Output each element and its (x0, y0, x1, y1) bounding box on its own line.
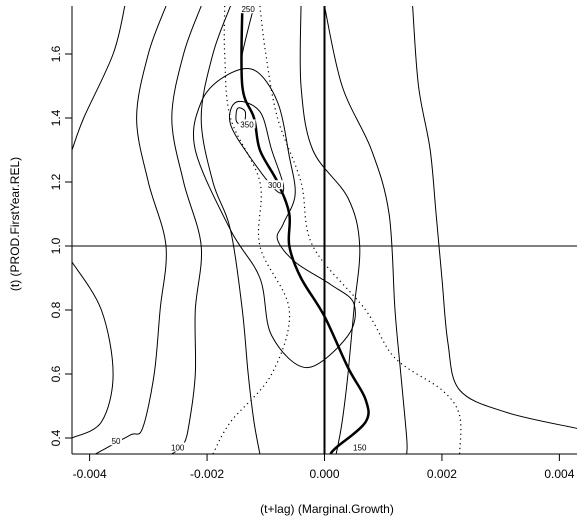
reference-lines (72, 6, 577, 454)
axes: -0.004 -0.002 0.000 0.002 0.004 0.4 0.6 0.8 1.0 1… (49, 6, 577, 481)
contour-label-11: 300 (268, 181, 282, 190)
x-tick-label-3: 0.002 (427, 467, 457, 481)
contour-label-9: 250 (241, 5, 255, 14)
contour-line-8 (412, 6, 577, 429)
y-tick-label-1: 0.6 (49, 365, 63, 382)
main-series-line (240, 6, 370, 454)
contour-label-bg-6 (351, 442, 369, 452)
y-tick-label-4: 1.2 (49, 173, 63, 190)
contour-label-4: 100 (171, 444, 185, 453)
series-lines (212, 6, 462, 454)
x-tick-label-1: -0.002 (190, 467, 224, 481)
y-tick-label-0: 0.4 (49, 429, 63, 446)
contour-label-bg-11 (266, 180, 284, 190)
contour-labels: 50 100 150 250 300 350 (110, 4, 369, 453)
contour-line-2 (72, 261, 114, 439)
y-tick-label-3: 1.0 (49, 237, 63, 254)
y-tick-label-5: 1.4 (49, 109, 63, 126)
contour-line-7 (324, 6, 408, 454)
x-tick-label-2: 0.000 (309, 467, 339, 481)
contour-line-6 (299, 6, 361, 454)
y-axis-title: (t) (PROD.FirstYear.REL) (8, 157, 22, 291)
y-tick-label-2: 0.8 (49, 301, 63, 318)
contour-line-4 (171, 6, 203, 454)
contour-label-6: 150 (353, 444, 367, 453)
y-tick-label-6: 1.6 (49, 45, 63, 62)
contour-line-1 (72, 6, 126, 151)
contour-line-10 (192, 67, 356, 369)
x-tick-label-0: -0.004 (73, 467, 107, 481)
contour-label-bg-12 (238, 119, 256, 129)
contour-label-bg-3 (110, 436, 123, 446)
contour-label-bg-9 (239, 4, 257, 14)
contour-label-bg-4 (169, 442, 187, 452)
x-axis-title: (t+lag) (Marginal.Growth) (260, 502, 394, 516)
dotted-band-line-1 (212, 6, 291, 454)
contour-label-12: 350 (240, 120, 254, 129)
contour-label-3: 50 (112, 437, 121, 446)
contour-line-3 (95, 6, 167, 454)
x-tick-label-4: 0.004 (544, 467, 574, 481)
